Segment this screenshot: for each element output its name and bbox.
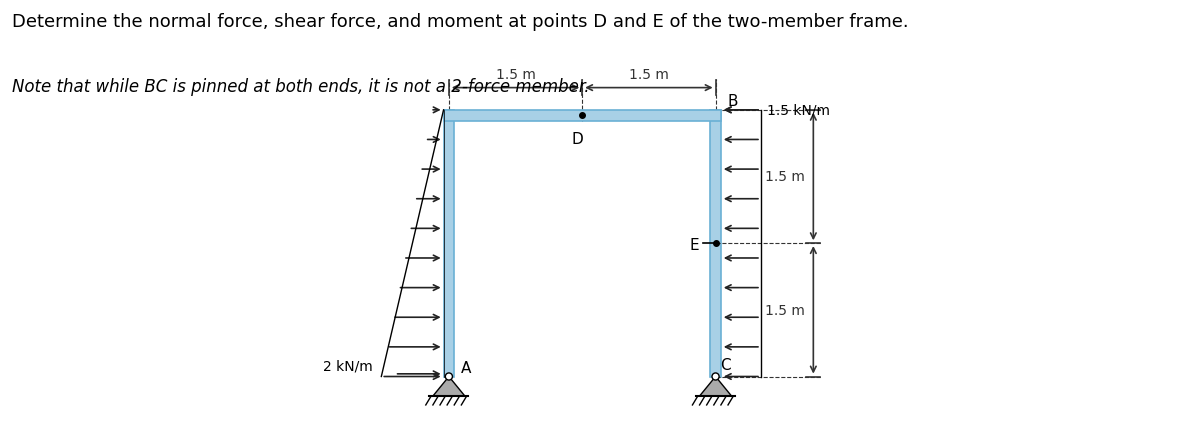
Text: E: E [690, 238, 700, 253]
Polygon shape [433, 377, 464, 396]
FancyBboxPatch shape [710, 111, 721, 377]
Circle shape [445, 373, 452, 380]
Text: 1.5 m: 1.5 m [629, 68, 668, 82]
Text: A: A [461, 360, 470, 375]
FancyBboxPatch shape [444, 111, 721, 121]
Text: 2 kN/m: 2 kN/m [323, 358, 372, 372]
Text: Note that while BC is pinned at both ends, it is not a 2-force member.: Note that while BC is pinned at both end… [12, 78, 589, 96]
Polygon shape [700, 377, 732, 396]
Text: C: C [720, 357, 731, 372]
FancyBboxPatch shape [444, 111, 455, 377]
Text: 1.5 m: 1.5 m [496, 68, 535, 82]
Text: 1.5 kN/m: 1.5 kN/m [767, 104, 830, 118]
Text: Determine the normal force, shear force, and moment at points D and E of the two: Determine the normal force, shear force,… [12, 13, 908, 31]
Text: 1.5 m: 1.5 m [764, 303, 804, 317]
Text: D: D [572, 132, 583, 147]
Text: B: B [727, 94, 738, 109]
Circle shape [712, 373, 719, 380]
Text: 1.5 m: 1.5 m [764, 170, 804, 184]
